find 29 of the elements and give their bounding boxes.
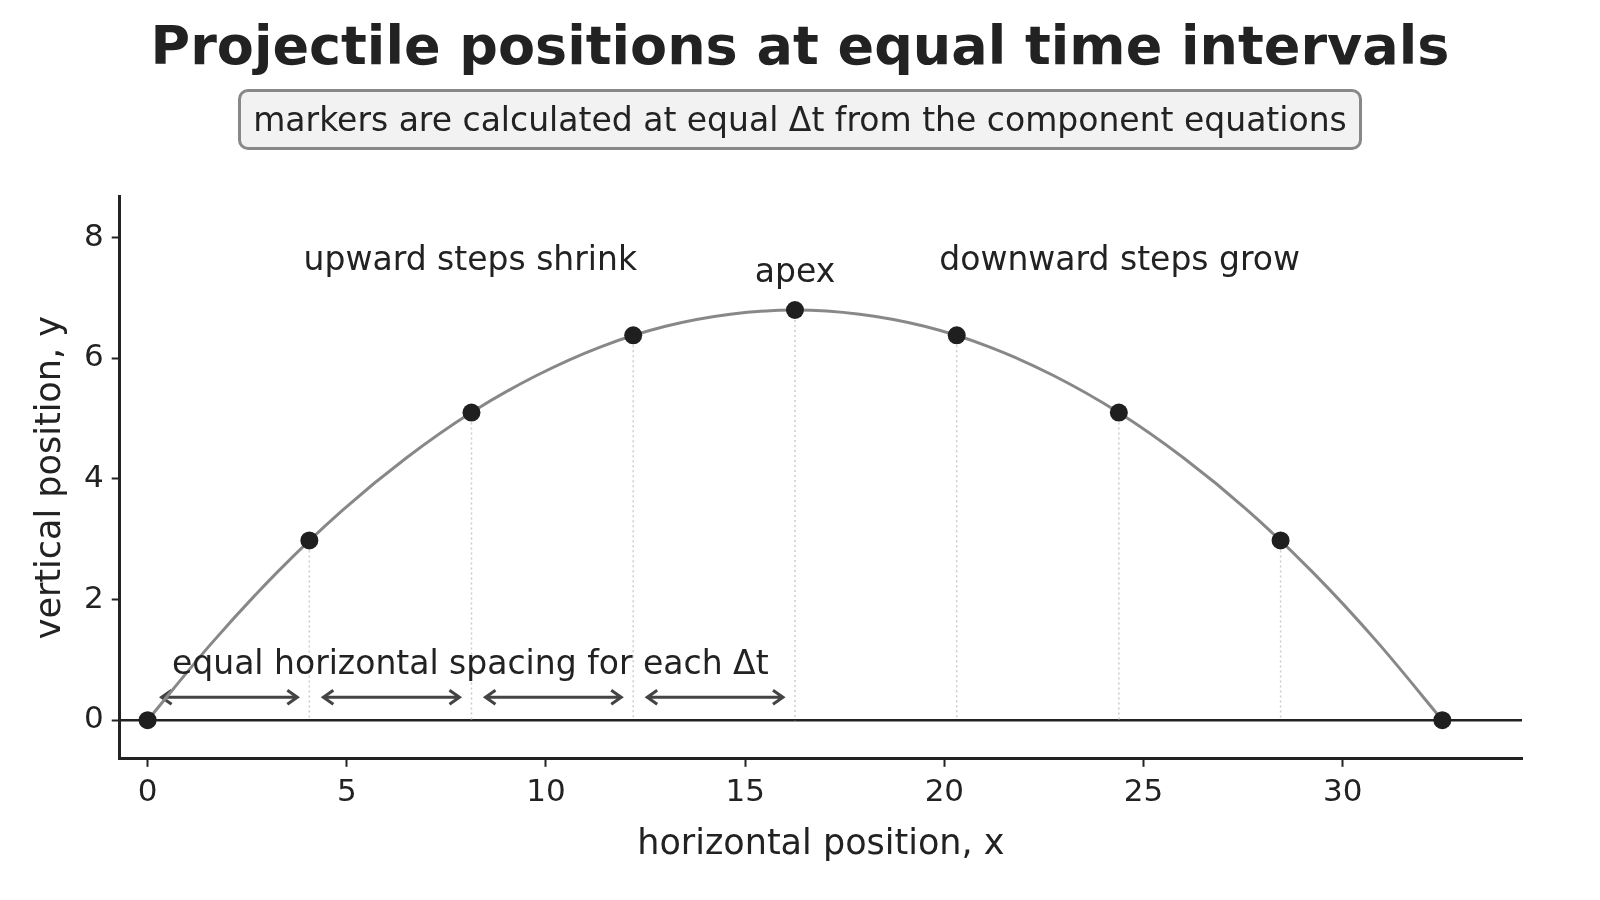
x-axis-title: horizontal position, x	[637, 822, 1005, 863]
point	[947, 326, 966, 345]
x-tick-label: 10	[526, 772, 566, 809]
x-tick-label: 15	[725, 772, 765, 809]
point	[785, 301, 804, 320]
annotation: downward steps grow	[939, 239, 1300, 279]
y-axis-title: vertical position, y	[28, 316, 69, 640]
chart-subtitle: markers are calculated at equal Δt from the component equations	[238, 89, 1362, 150]
y-tick-label: 8	[83, 216, 104, 253]
annotation: equal horizontal spacing for each Δt	[171, 643, 769, 683]
x-tick-label: 5	[336, 772, 357, 809]
chart-title: Projectile positions at equal time intervals	[149, 14, 1451, 77]
y-tick-label: 6	[83, 337, 104, 374]
x-tick-label: 20	[924, 772, 965, 809]
y-tick-label: 0	[83, 699, 104, 736]
x-tick-label: 30	[1323, 772, 1363, 809]
annotation: upward steps shrink	[303, 239, 638, 279]
point	[462, 403, 481, 422]
point	[300, 531, 319, 550]
x-tick-label: 25	[1123, 772, 1164, 809]
point	[1271, 531, 1290, 550]
x-tick-label: 0	[137, 772, 158, 809]
y-tick-label: 4	[83, 457, 104, 494]
point	[1109, 403, 1128, 422]
point	[624, 326, 643, 345]
annotation: apex	[754, 251, 836, 291]
y-tick-label: 2	[83, 578, 104, 615]
point	[138, 711, 157, 730]
point	[1433, 711, 1452, 730]
